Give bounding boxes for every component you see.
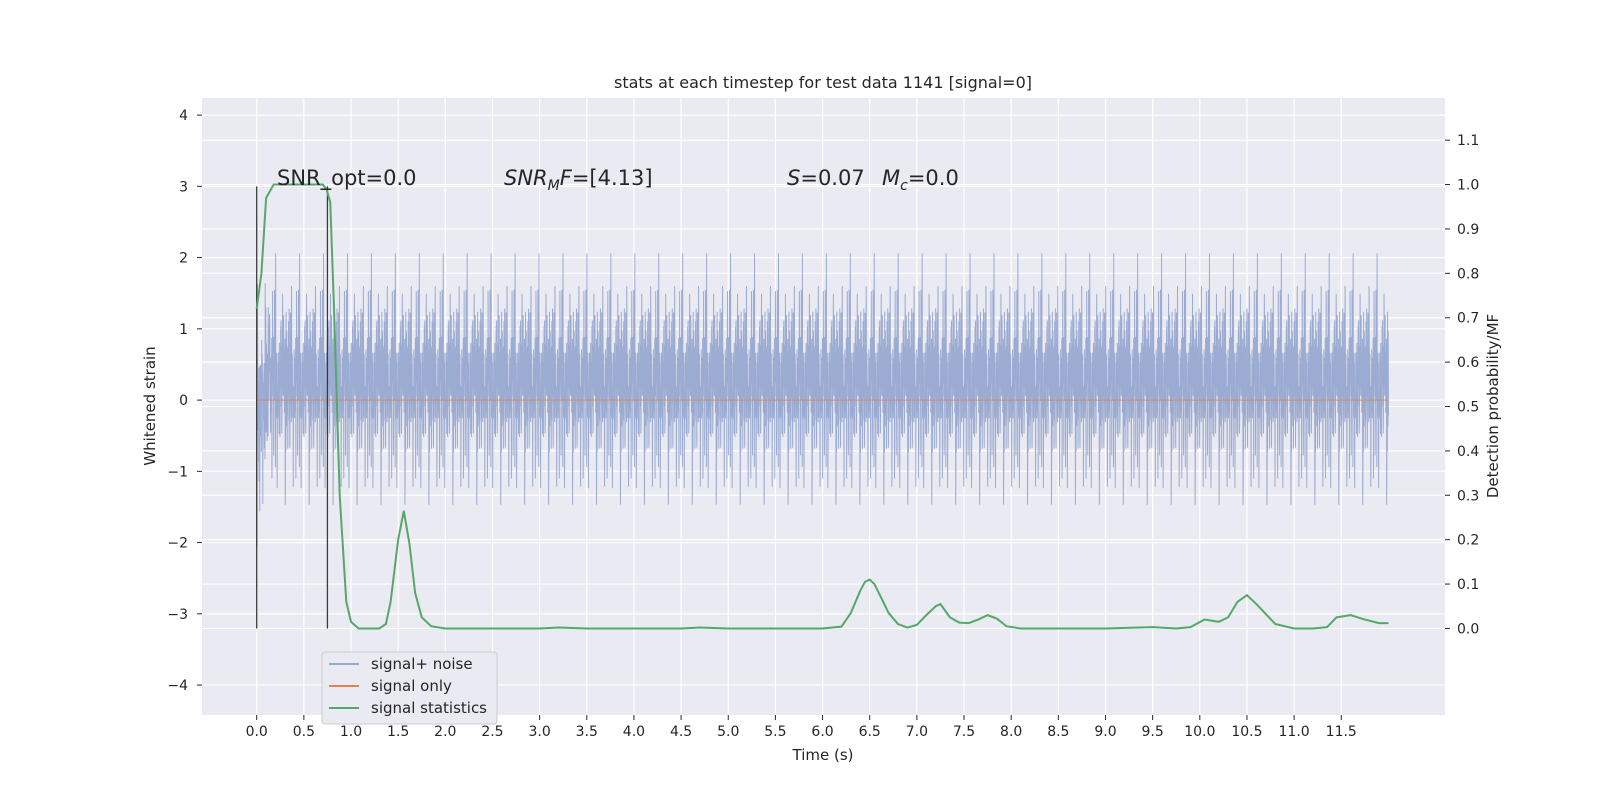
signal-noise-line bbox=[256, 253, 1389, 547]
y-right-tick-label: 0.2 bbox=[1457, 533, 1479, 549]
x-tick-label: 7.5 bbox=[953, 724, 975, 740]
y-right-tick-label: 0.7 bbox=[1457, 311, 1479, 327]
y-tick-label: 4 bbox=[179, 108, 188, 124]
x-tick-label: 10.0 bbox=[1184, 724, 1215, 740]
x-tick-label: 9.0 bbox=[1094, 724, 1116, 740]
x-tick-label: 8.5 bbox=[1047, 724, 1069, 740]
legend-label-signal-noise: signal+ noise bbox=[371, 655, 473, 673]
y-tick-label: 3 bbox=[179, 179, 188, 195]
series-signal-noise bbox=[256, 253, 1389, 547]
x-tick-label: 7.0 bbox=[906, 724, 928, 740]
y-right-tick-label: 1.1 bbox=[1457, 133, 1479, 149]
annotation-s: S=0.07 bbox=[787, 166, 865, 190]
x-tick-label: 1.5 bbox=[387, 724, 409, 740]
x-tick-label: 4.5 bbox=[670, 724, 692, 740]
legend-label-signal-only: signal only bbox=[371, 677, 452, 695]
y-right-tick-label: 0.8 bbox=[1457, 266, 1479, 282]
y-right-tick-label: 0.4 bbox=[1457, 444, 1479, 460]
y-tick-label: −1 bbox=[167, 464, 188, 480]
y-right-tick-label: 0.1 bbox=[1457, 577, 1479, 593]
x-tick-label: 3.0 bbox=[528, 724, 550, 740]
y-right-tick-label: 1.0 bbox=[1457, 178, 1479, 194]
x-tick-label: 11.5 bbox=[1326, 724, 1357, 740]
y-right-tick-label: 0.0 bbox=[1457, 621, 1479, 637]
x-tick-label: 2.0 bbox=[434, 724, 456, 740]
x-tick-label: 8.0 bbox=[1000, 724, 1022, 740]
y-tick-label: −4 bbox=[167, 678, 188, 694]
signal-statistics-line bbox=[255, 183, 1389, 630]
y-right-tick-label: 0.6 bbox=[1457, 355, 1479, 371]
axis-ticks: 0.0 0.5 1.0 1.5 2.0 2.5 3.0 3.5 4.0 4.5 5.0 5.5 6.0 6… bbox=[167, 108, 1479, 740]
x-tick-label: 0.5 bbox=[293, 724, 315, 740]
y-right-tick-label: 0.9 bbox=[1457, 222, 1479, 238]
annotation-mc: Mc=0.0 bbox=[882, 166, 959, 194]
x-tick-label: 10.5 bbox=[1231, 724, 1262, 740]
x-tick-label: 2.5 bbox=[481, 724, 503, 740]
x-tick-label: 5.0 bbox=[717, 724, 739, 740]
y-right-tick-label: 0.3 bbox=[1457, 488, 1479, 504]
x-tick-label: 11.0 bbox=[1279, 724, 1310, 740]
x-tick-label: 6.0 bbox=[811, 724, 833, 740]
x-tick-label: 5.5 bbox=[764, 724, 786, 740]
x-axis-label: Time (s) bbox=[792, 746, 854, 764]
y-tick-label: 2 bbox=[179, 251, 188, 267]
x-tick-label: 9.5 bbox=[1142, 724, 1164, 740]
y-axis-label: Whitened strain bbox=[141, 346, 159, 465]
vertical-lines bbox=[256, 186, 329, 629]
y-tick-label: 0 bbox=[179, 393, 188, 409]
y-tick-label: −3 bbox=[167, 607, 188, 623]
legend-label-signal-statistics: signal statistics bbox=[371, 699, 487, 717]
series-signal-statistics bbox=[255, 183, 1389, 630]
chart-title: stats at each timestep for test data 114… bbox=[614, 73, 1032, 92]
y-right-tick-label: 0.5 bbox=[1457, 400, 1479, 416]
x-tick-label: 3.5 bbox=[576, 724, 598, 740]
x-tick-label: 6.5 bbox=[859, 724, 881, 740]
annotation-snr-opt: SNR_opt=0.0 bbox=[277, 166, 417, 191]
y-tick-label: 1 bbox=[179, 322, 188, 338]
legend-box bbox=[321, 651, 498, 725]
legend: signal+ noise signal only signal statist… bbox=[321, 651, 498, 725]
annotation-snr-mf: SNRMF=[4.13] bbox=[504, 166, 653, 194]
x-tick-label: 0.0 bbox=[246, 724, 268, 740]
y-tick-label: −2 bbox=[167, 536, 188, 552]
x-tick-label: 1.0 bbox=[340, 724, 362, 740]
y-axis-right-label: Detection probability/MF bbox=[1484, 314, 1502, 498]
x-tick-label: 4.0 bbox=[623, 724, 645, 740]
